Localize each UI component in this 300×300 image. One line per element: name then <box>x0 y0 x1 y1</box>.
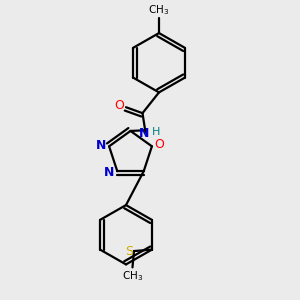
Text: O: O <box>154 138 164 151</box>
Text: S: S <box>125 244 134 258</box>
Text: H: H <box>152 128 160 137</box>
Text: N: N <box>104 166 114 179</box>
Text: O: O <box>115 99 124 112</box>
Text: CH$_3$: CH$_3$ <box>148 3 170 17</box>
Text: N: N <box>139 128 149 140</box>
Text: CH$_3$: CH$_3$ <box>122 269 143 283</box>
Text: N: N <box>95 139 106 152</box>
